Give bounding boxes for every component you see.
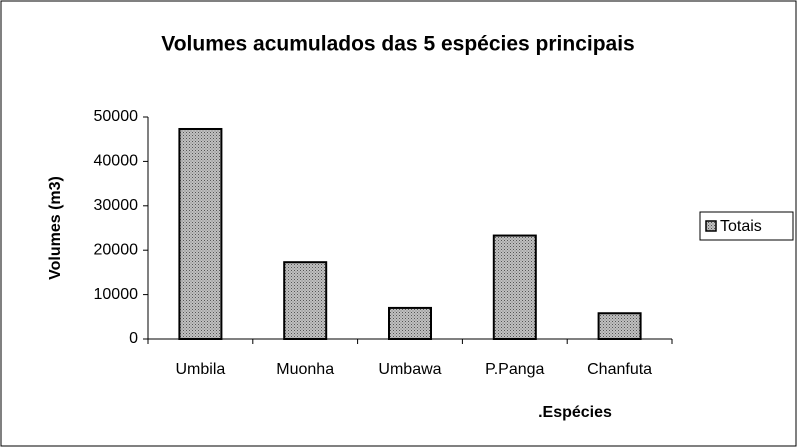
- y-tick-label: 40000: [94, 153, 139, 170]
- x-tick-label: Chanfuta: [587, 361, 652, 378]
- legend-swatch: [705, 220, 717, 232]
- bar: [283, 261, 328, 340]
- y-tick-label: 50000: [94, 108, 139, 125]
- x-axis-title: .Espécies: [538, 404, 612, 421]
- bar: [388, 306, 432, 341]
- y-tick-label: 0: [129, 330, 138, 347]
- x-tick-label: Umbila: [176, 361, 226, 378]
- y-tick-label: 20000: [94, 241, 139, 258]
- x-tick-label: P.Panga: [485, 361, 544, 378]
- bar: [597, 312, 642, 340]
- legend-label: Totais: [720, 218, 762, 235]
- x-tick-label: Umbawa: [378, 361, 441, 378]
- y-tick-label: 30000: [94, 197, 139, 214]
- chart-title: Volumes acumulados das 5 espécies princi…: [161, 33, 634, 56]
- x-tick-label: Muonha: [276, 361, 334, 378]
- y-tick-label: 10000: [94, 286, 139, 303]
- bar: [492, 234, 537, 341]
- bar: [178, 127, 223, 340]
- y-axis-title: Volumes (m3): [47, 176, 64, 280]
